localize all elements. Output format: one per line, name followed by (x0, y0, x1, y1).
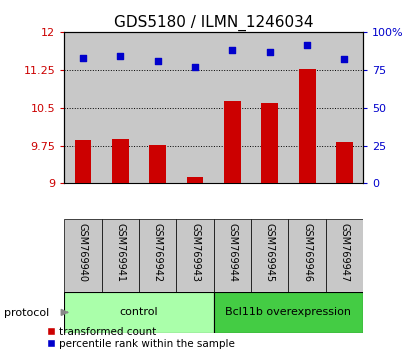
Bar (326, 32, 363, 183)
Title: GDS5180 / ILMN_1246034: GDS5180 / ILMN_1246034 (114, 14, 313, 30)
Point (229, 47, 236, 53)
Bar (176, 219, 214, 294)
Text: GSM769946: GSM769946 (302, 223, 312, 282)
Text: GSM769943: GSM769943 (190, 223, 200, 282)
Bar (326, 219, 363, 294)
Point (80, 55, 86, 61)
Bar (251, 32, 288, 183)
Bar (149, 145, 166, 183)
Bar (187, 177, 203, 183)
Bar (176, 32, 214, 183)
Point (266, 49, 273, 55)
Point (304, 43, 310, 48)
Bar (336, 142, 353, 183)
Bar (64, 219, 102, 294)
Point (154, 58, 161, 63)
Point (341, 56, 348, 62)
Text: GSM769947: GSM769947 (339, 223, 349, 282)
Bar (139, 32, 176, 183)
Text: GSM769945: GSM769945 (265, 223, 275, 282)
Bar (214, 32, 251, 183)
Bar (112, 139, 129, 183)
Bar (288, 32, 326, 183)
Bar (251, 219, 288, 294)
Bar (299, 69, 315, 183)
Bar (102, 219, 139, 294)
Bar (224, 101, 241, 183)
Text: Bcl11b overexpression: Bcl11b overexpression (225, 307, 352, 318)
Legend: transformed count, percentile rank within the sample: transformed count, percentile rank withi… (47, 327, 235, 349)
Bar (288, 219, 326, 294)
Bar (75, 141, 91, 183)
Bar (214, 219, 251, 294)
Text: GSM769942: GSM769942 (153, 223, 163, 282)
Bar (102, 32, 139, 183)
Bar (261, 103, 278, 183)
Text: GSM769944: GSM769944 (227, 223, 237, 282)
Bar (139, 219, 176, 294)
Bar (64, 292, 214, 333)
Bar (214, 292, 363, 333)
Text: GSM769941: GSM769941 (115, 223, 125, 282)
Bar (64, 32, 102, 183)
Text: GSM769940: GSM769940 (78, 223, 88, 282)
Text: control: control (120, 307, 159, 318)
Text: protocol: protocol (4, 308, 49, 318)
Point (192, 64, 198, 69)
Point (117, 53, 124, 59)
